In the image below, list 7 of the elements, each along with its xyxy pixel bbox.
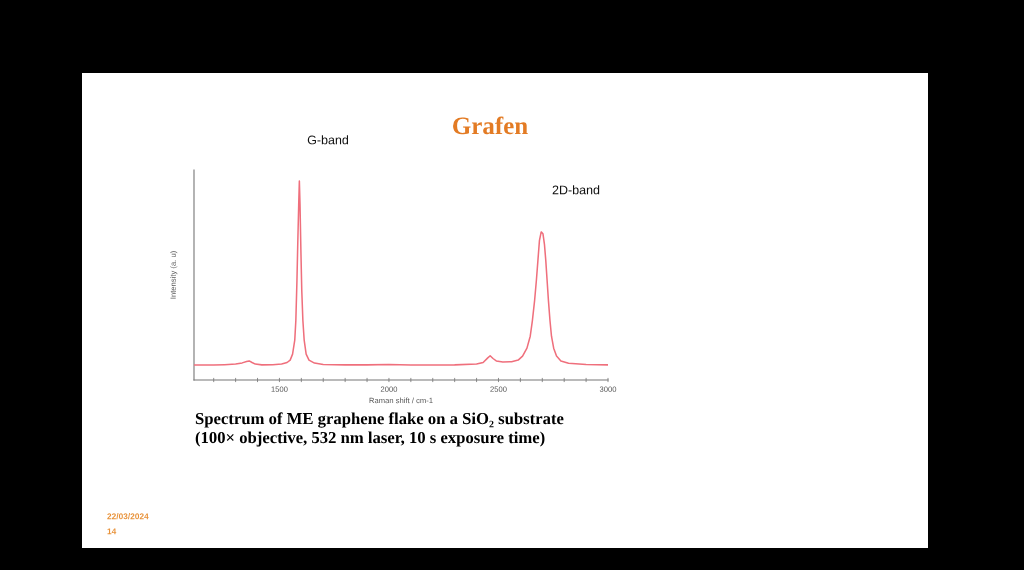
text: 14 [107,528,117,535]
annotation: 2D-band [552,185,600,195]
text: G-band [307,135,349,145]
chart-title: Grafen [453,116,528,135]
text: 22/03/2024 [107,513,149,520]
text: (100× objective, 532 nm laser, 10 s exposure time) [195,431,545,447]
text: Spectrum of ME graphene flake on a SiO₂ substrate [195,412,564,428]
